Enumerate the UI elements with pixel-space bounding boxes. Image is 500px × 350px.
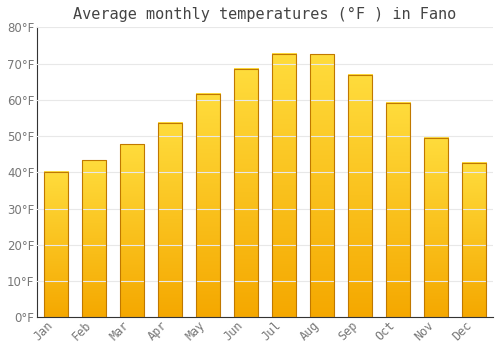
Title: Average monthly temperatures (°F ) in Fano: Average monthly temperatures (°F ) in Fa…: [74, 7, 456, 22]
